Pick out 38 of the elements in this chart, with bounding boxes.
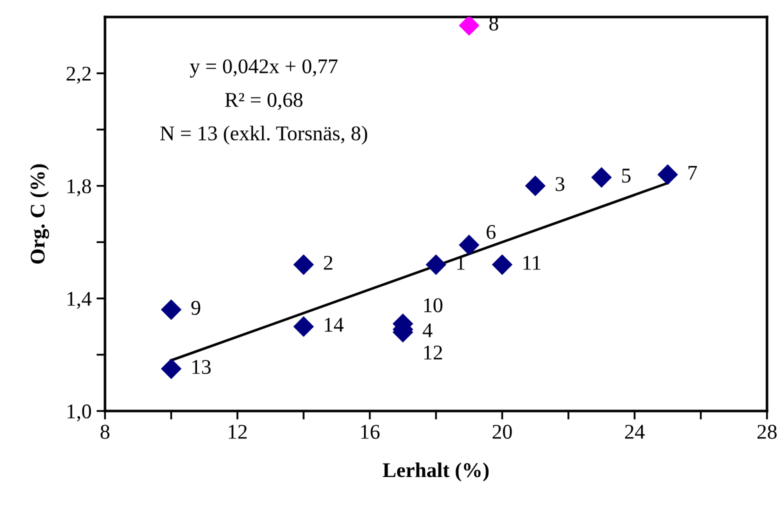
y-tick-label: 1,8 xyxy=(68,179,92,196)
annotation: 3 xyxy=(556,177,564,192)
annotation: 2 xyxy=(324,256,332,270)
y-tick-label: 2,2 xyxy=(66,66,91,84)
point xyxy=(426,254,446,275)
x-tick-label: 20 xyxy=(492,424,512,439)
point xyxy=(458,234,480,256)
y-tick-label: 1,0 xyxy=(68,404,92,422)
point xyxy=(492,254,512,275)
annotation: 13 xyxy=(192,360,211,374)
x-tick-label: 8 xyxy=(100,424,110,439)
point xyxy=(160,358,182,380)
annotation: 12 xyxy=(424,346,442,360)
annotation: 10 xyxy=(424,298,442,312)
point xyxy=(293,254,314,275)
annotation: 11 xyxy=(523,256,540,270)
x-tick-label: 12 xyxy=(228,424,247,439)
point xyxy=(657,164,678,185)
x-tick-label: 28 xyxy=(758,424,777,439)
annotation: 14 xyxy=(324,318,344,332)
point xyxy=(591,167,612,188)
x-tick-label: 16 xyxy=(361,424,380,439)
point xyxy=(525,176,546,196)
y-axis-title: Org. C (%) xyxy=(30,164,50,264)
point xyxy=(293,316,314,337)
x-axis-title: Lerhalt (%) xyxy=(382,462,489,482)
x-tick-label: 24 xyxy=(625,424,645,439)
annotation: R² = 0,68 xyxy=(225,92,302,110)
annotation: 5 xyxy=(622,168,631,183)
annotation: y = 0,042x + 0,77 xyxy=(190,59,338,78)
point xyxy=(160,299,182,320)
annotation: N = 13 (exkl. Torsnäs, 8) xyxy=(160,126,368,145)
annotation: 6 xyxy=(486,225,496,240)
y-tick-label: 1,4 xyxy=(68,292,92,309)
annotation: 7 xyxy=(688,166,697,180)
annotation: 9 xyxy=(191,300,200,315)
annotation: 4 xyxy=(422,323,432,338)
point xyxy=(458,17,480,36)
